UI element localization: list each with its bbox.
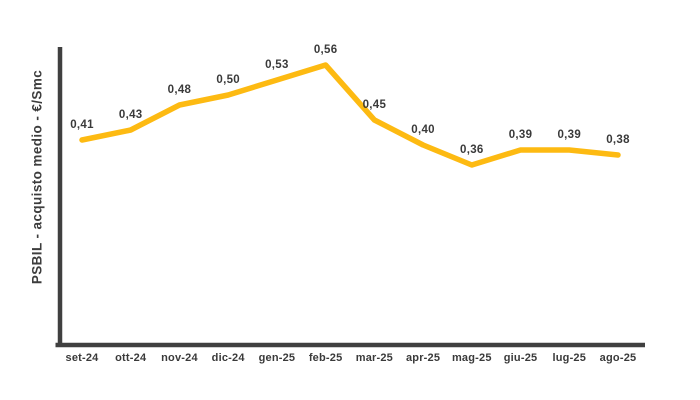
data-point-label: 0,39 [508,129,533,141]
x-axis-tick-label: giu-25 [503,352,538,364]
x-axis-tick-label: ott-24 [115,352,147,364]
data-point-label: 0,36 [460,144,484,156]
data-point-label: 0,50 [216,74,240,86]
data-point-label: 0,48 [167,84,192,96]
x-axis-tick-label: gen-25 [258,352,296,364]
x-axis-tick-label: nov-24 [161,352,198,364]
data-point-label: 0,56 [313,44,338,56]
x-axis-tick-label: set-24 [65,352,99,364]
x-axis-tick-label: mar-25 [355,352,393,364]
x-axis-tick-label: lug-25 [552,352,587,364]
data-point-label: 0,45 [362,99,387,111]
data-point-label: 0,40 [411,124,435,136]
data-point-label: 0,41 [70,119,94,131]
data-point-label: 0,43 [118,109,143,121]
data-point-label: 0,39 [557,129,582,141]
data-series-line [79,62,621,168]
x-axis-tick-label: dic-24 [211,352,245,364]
x-axis-tick-label: ago-25 [599,352,637,364]
data-point-label: 0,53 [265,59,289,71]
data-point-label: 0,38 [606,134,630,146]
x-axis-tick-label: mag-25 [451,352,492,364]
x-axis-tick-label: apr-25 [405,352,441,364]
x-axis-tick-label: feb-25 [308,352,343,364]
